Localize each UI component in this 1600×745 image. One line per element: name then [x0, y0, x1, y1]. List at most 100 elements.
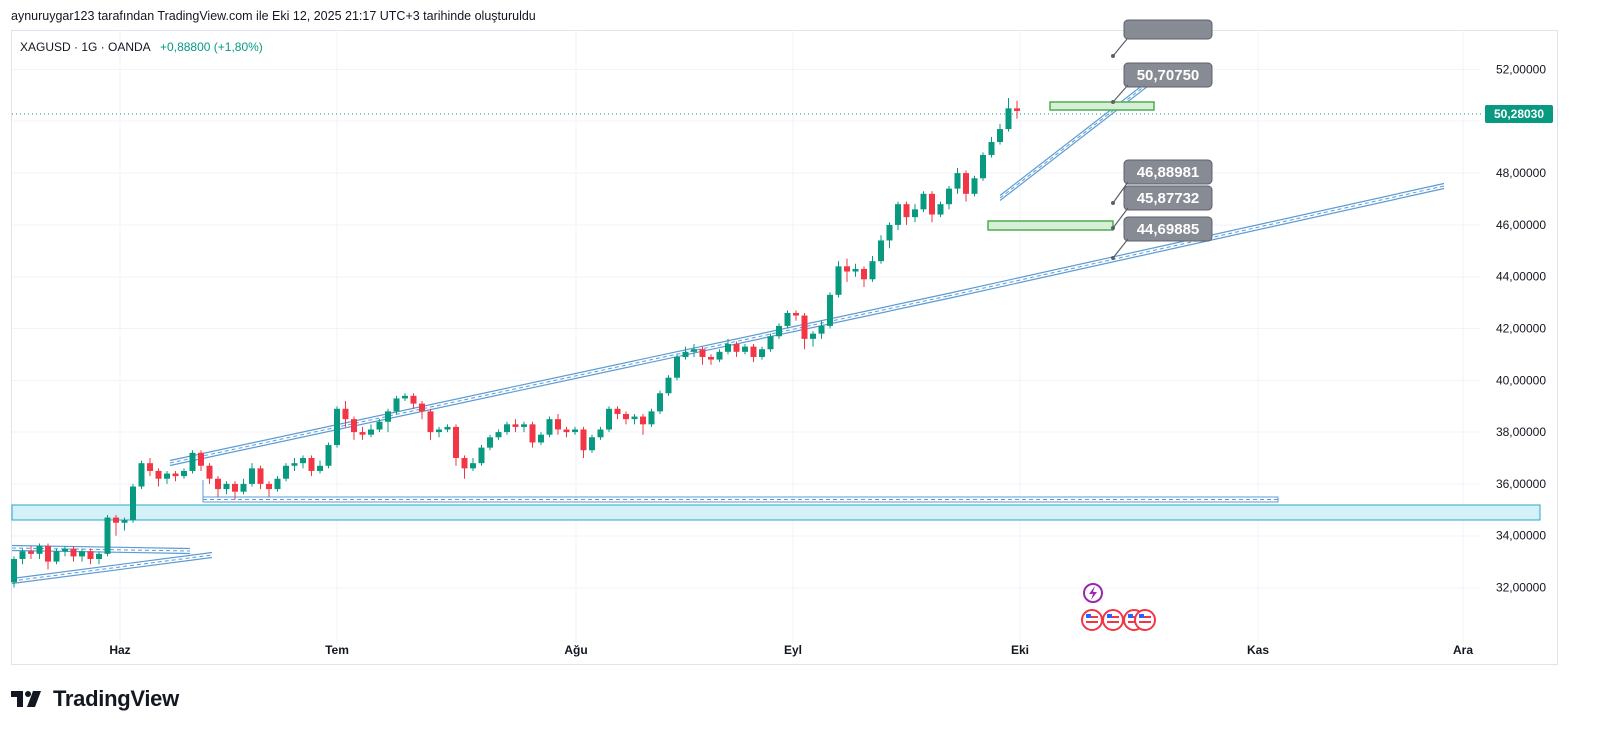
- candle-down[interactable]: [87, 551, 94, 560]
- resistance-box[interactable]: [1049, 101, 1155, 111]
- candle-up[interactable]: [130, 486, 136, 521]
- triangle-lower-line-upper[interactable]: [11, 551, 213, 580]
- candle-down[interactable]: [70, 548, 77, 557]
- candle-up[interactable]: [946, 188, 952, 205]
- candle-up[interactable]: [62, 548, 68, 552]
- candle-up[interactable]: [11, 559, 17, 583]
- candle-up[interactable]: [96, 553, 102, 560]
- candle-up[interactable]: [869, 261, 876, 280]
- candle-up[interactable]: [478, 447, 485, 464]
- candle-up[interactable]: [504, 424, 510, 433]
- candle-up[interactable]: [240, 483, 247, 492]
- triangle-upper-line-upper[interactable]: [11, 544, 191, 550]
- candle-up[interactable]: [852, 268, 859, 272]
- candle-down[interactable]: [963, 173, 969, 194]
- triangle-lower-line-lower[interactable]: [11, 556, 213, 585]
- candle-up[interactable]: [716, 351, 723, 360]
- candle-down[interactable]: [844, 266, 850, 272]
- candle-down[interactable]: [410, 395, 417, 404]
- price-callout[interactable]: [1123, 216, 1213, 242]
- candle-down[interactable]: [232, 483, 238, 492]
- candle-down[interactable]: [198, 452, 204, 466]
- candle-up[interactable]: [249, 468, 255, 484]
- candle-up[interactable]: [725, 344, 731, 352]
- candle-up[interactable]: [104, 517, 111, 554]
- price-callout[interactable]: [1123, 159, 1213, 185]
- candle-down[interactable]: [113, 517, 119, 523]
- candle-up[interactable]: [657, 393, 663, 412]
- candle-down[interactable]: [155, 470, 162, 479]
- candle-up[interactable]: [784, 312, 791, 326]
- candle-up[interactable]: [954, 173, 961, 189]
- candle-down[interactable]: [351, 419, 357, 433]
- candle-down[interactable]: [172, 473, 179, 477]
- candle-down[interactable]: [147, 463, 153, 471]
- candle-up[interactable]: [300, 458, 306, 464]
- symbol-legend[interactable]: XAGUSD · 1G · OANDA +0,88800 (+1,80%): [20, 40, 263, 54]
- candle-up[interactable]: [742, 346, 748, 352]
- candle-down[interactable]: [512, 424, 519, 427]
- candle-down[interactable]: [801, 315, 808, 339]
- candle-up[interactable]: [283, 465, 289, 479]
- support-box[interactable]: [987, 220, 1114, 231]
- candle-up[interactable]: [776, 325, 782, 337]
- candle-up[interactable]: [36, 546, 43, 554]
- trend-channel-upper-band-ext-lower[interactable]: [947, 187, 1445, 300]
- candle-up[interactable]: [521, 424, 527, 427]
- candle-down[interactable]: [1014, 108, 1020, 111]
- candle-up[interactable]: [334, 408, 340, 446]
- support-zone[interactable]: [11, 504, 1541, 521]
- candle-down[interactable]: [28, 551, 34, 554]
- candle-up[interactable]: [631, 416, 638, 420]
- candle-down[interactable]: [733, 344, 740, 352]
- candle-up[interactable]: [937, 204, 944, 215]
- candle-down[interactable]: [342, 408, 349, 420]
- candle-up[interactable]: [368, 429, 374, 435]
- candle-up[interactable]: [835, 266, 842, 295]
- candle-up[interactable]: [189, 452, 196, 471]
- candle-up[interactable]: [538, 434, 544, 443]
- trend-channel-upper-band-lower[interactable]: [169, 297, 949, 467]
- candle-up[interactable]: [223, 483, 230, 490]
- candle-down[interactable]: [555, 419, 561, 430]
- candle-up[interactable]: [572, 429, 578, 433]
- candle-down[interactable]: [419, 403, 425, 412]
- candle-up[interactable]: [997, 129, 1003, 143]
- candle-down[interactable]: [461, 458, 468, 469]
- price-callout[interactable]: [1123, 62, 1213, 88]
- us-flag-event-icon[interactable]: [1102, 609, 1124, 631]
- candle-down[interactable]: [215, 478, 221, 490]
- candle-up[interactable]: [291, 463, 298, 466]
- candle-up[interactable]: [597, 429, 604, 438]
- candle-up[interactable]: [325, 445, 332, 466]
- candle-up[interactable]: [121, 520, 128, 523]
- candle-up[interactable]: [589, 437, 595, 451]
- candle-up[interactable]: [53, 551, 60, 562]
- candle-up[interactable]: [138, 463, 145, 487]
- trend-channel-upper-band-upper[interactable]: [169, 292, 949, 462]
- candle-up[interactable]: [495, 432, 502, 438]
- candle-up[interactable]: [164, 473, 170, 479]
- candle-up[interactable]: [436, 429, 442, 433]
- candle-up[interactable]: [444, 426, 451, 430]
- candle-up[interactable]: [980, 154, 986, 179]
- candle-up[interactable]: [274, 478, 281, 490]
- price-callout[interactable]: [1123, 185, 1213, 211]
- candle-down[interactable]: [750, 346, 757, 357]
- candle-up[interactable]: [810, 333, 816, 339]
- us-flag-event-icon[interactable]: [1081, 609, 1103, 631]
- candle-up[interactable]: [886, 224, 893, 241]
- candle-up[interactable]: [759, 349, 765, 357]
- candle-up[interactable]: [546, 419, 553, 435]
- candle-up[interactable]: [665, 377, 672, 394]
- candle-down[interactable]: [45, 546, 51, 562]
- candle-down[interactable]: [640, 416, 646, 425]
- candle-up[interactable]: [682, 351, 689, 357]
- candle-down[interactable]: [623, 413, 629, 420]
- candle-up[interactable]: [827, 294, 833, 326]
- candle-up[interactable]: [19, 551, 26, 560]
- candle-up[interactable]: [317, 465, 323, 471]
- candle-down[interactable]: [308, 458, 315, 471]
- candle-up[interactable]: [767, 336, 774, 350]
- candle-up[interactable]: [181, 470, 187, 477]
